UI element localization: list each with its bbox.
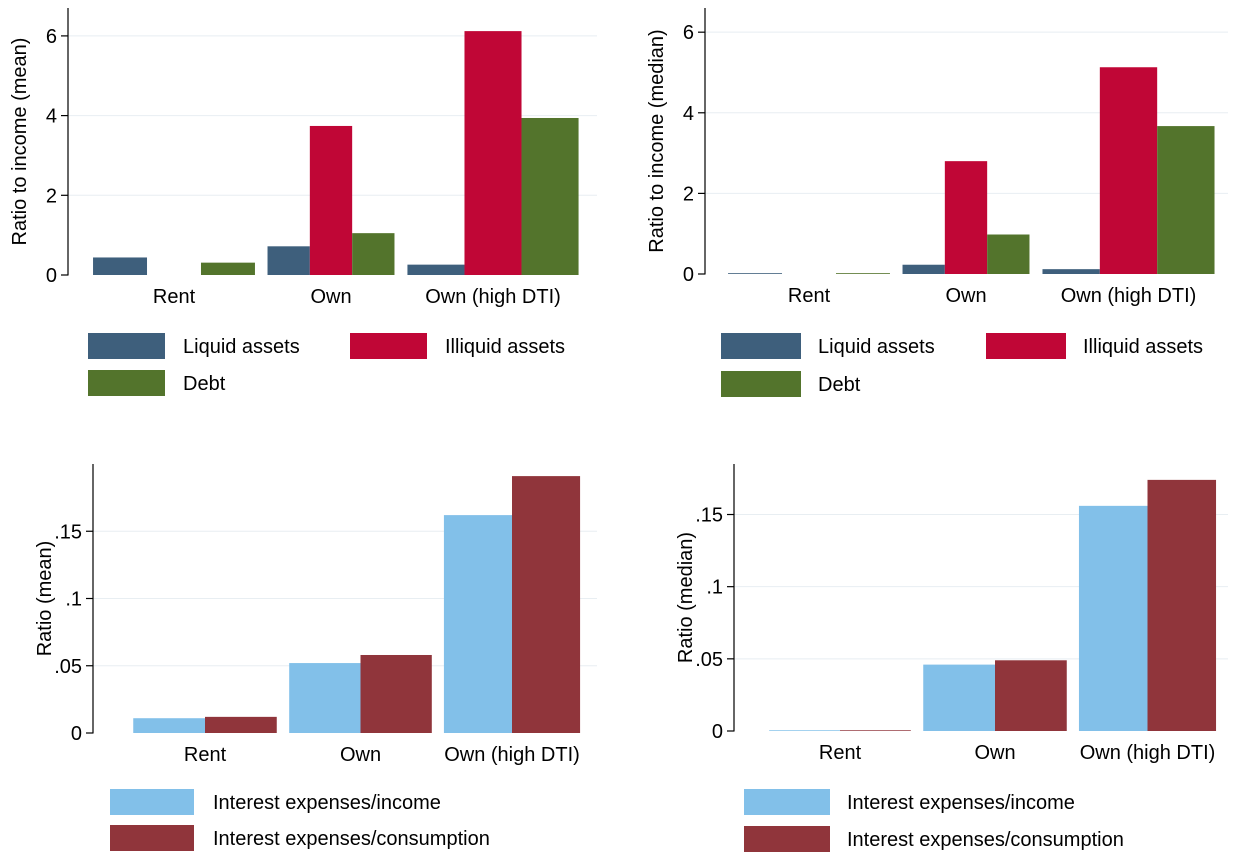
bar: [360, 654, 432, 733]
x-tick-label: Own: [340, 744, 381, 766]
chart-panel-4: Rent Own Own (high DTI) 0 .05 .1 .15 Ratio (med…: [675, 464, 1228, 852]
bar: [464, 31, 522, 275]
x-tick-label: Own: [974, 742, 1015, 764]
legend-swatch: [110, 825, 194, 851]
y-tick-label: .05: [695, 649, 723, 671]
legend-swatch: [721, 371, 801, 397]
x-tick-label: Rent: [153, 286, 196, 308]
legend-swatch: [350, 333, 427, 359]
bar: [1157, 126, 1215, 274]
legend-label: Illiquid assets: [445, 336, 565, 358]
x-tick-label: Own: [945, 285, 986, 307]
legend-label: Liquid assets: [183, 336, 300, 358]
legend-swatch: [88, 333, 165, 359]
bar: [923, 664, 995, 731]
y-tick-label: 0: [71, 723, 82, 745]
bar: [728, 273, 783, 274]
y-axis-label: Ratio to income (mean): [9, 38, 31, 246]
legend-swatch: [986, 333, 1066, 359]
bar: [1099, 67, 1158, 274]
y-tick-label: 6: [46, 26, 57, 48]
bar: [902, 264, 945, 274]
y-tick-label: 0: [712, 721, 723, 743]
x-tick-label: Own (high DTI): [444, 744, 580, 766]
bar: [352, 233, 395, 275]
legend-swatch: [88, 370, 165, 396]
bar: [944, 161, 988, 274]
bar: [512, 476, 581, 733]
y-tick-label: 4: [46, 106, 57, 128]
y-tick-label: .05: [54, 656, 82, 678]
y-tick-label: 0: [683, 264, 694, 286]
y-tick-label: 6: [683, 22, 694, 44]
bar: [93, 257, 148, 275]
y-tick-label: 2: [46, 185, 57, 207]
x-tick-label: Rent: [788, 285, 831, 307]
bar: [1078, 505, 1148, 731]
legend-label: Interest expenses/income: [213, 792, 441, 814]
legend-swatch: [744, 789, 830, 815]
bar: [835, 273, 890, 274]
legend-label: Illiquid assets: [1083, 336, 1203, 358]
y-tick-label: .15: [695, 505, 723, 527]
bar: [200, 262, 255, 275]
y-tick-label: .1: [65, 589, 82, 611]
bar: [521, 117, 579, 275]
bar: [1042, 269, 1100, 274]
bar: [443, 515, 512, 733]
x-tick-label: Own (high DTI): [1061, 285, 1197, 307]
y-tick-label: 0: [46, 265, 57, 287]
bar: [840, 730, 911, 731]
legend-swatch: [110, 789, 194, 815]
x-tick-label: Own (high DTI): [425, 286, 561, 308]
legend-label: Interest expenses/income: [847, 792, 1075, 814]
bar: [289, 663, 361, 733]
legend-label: Interest expenses/consumption: [213, 828, 490, 850]
y-axis-label: Ratio (median): [675, 532, 697, 663]
y-tick-label: 2: [683, 183, 694, 205]
legend-label: Debt: [818, 374, 861, 396]
bar: [205, 716, 277, 733]
bar: [267, 246, 310, 275]
bar: [1147, 479, 1217, 731]
legend-label: Liquid assets: [818, 336, 935, 358]
legend-label: Debt: [183, 373, 226, 395]
x-tick-label: Rent: [184, 744, 227, 766]
x-tick-label: Own (high DTI): [1080, 742, 1216, 764]
y-axis-label: Ratio (mean): [34, 541, 56, 657]
y-tick-label: .15: [54, 521, 82, 543]
bar: [995, 660, 1067, 731]
x-tick-label: Own: [310, 286, 351, 308]
y-axis-label: Ratio to income (median): [646, 29, 668, 252]
bar: [309, 125, 353, 275]
bar: [769, 730, 840, 731]
bar: [987, 234, 1030, 274]
legend-label: Interest expenses/consumption: [847, 829, 1124, 851]
chart-panel-2: Rent Own Own (high DTI) 0 2 4 6 Ratio to income…: [646, 8, 1228, 397]
y-tick-label: 4: [683, 103, 694, 125]
bar: [133, 718, 205, 733]
legend-swatch: [721, 333, 801, 359]
bar: [407, 264, 465, 275]
legend-swatch: [744, 826, 830, 852]
chart-panel-1: Rent Own Own (high DTI) 0 2 4 6 Ratio to income…: [9, 8, 597, 396]
y-tick-label: .1: [706, 577, 723, 599]
x-tick-label: Rent: [819, 742, 862, 764]
